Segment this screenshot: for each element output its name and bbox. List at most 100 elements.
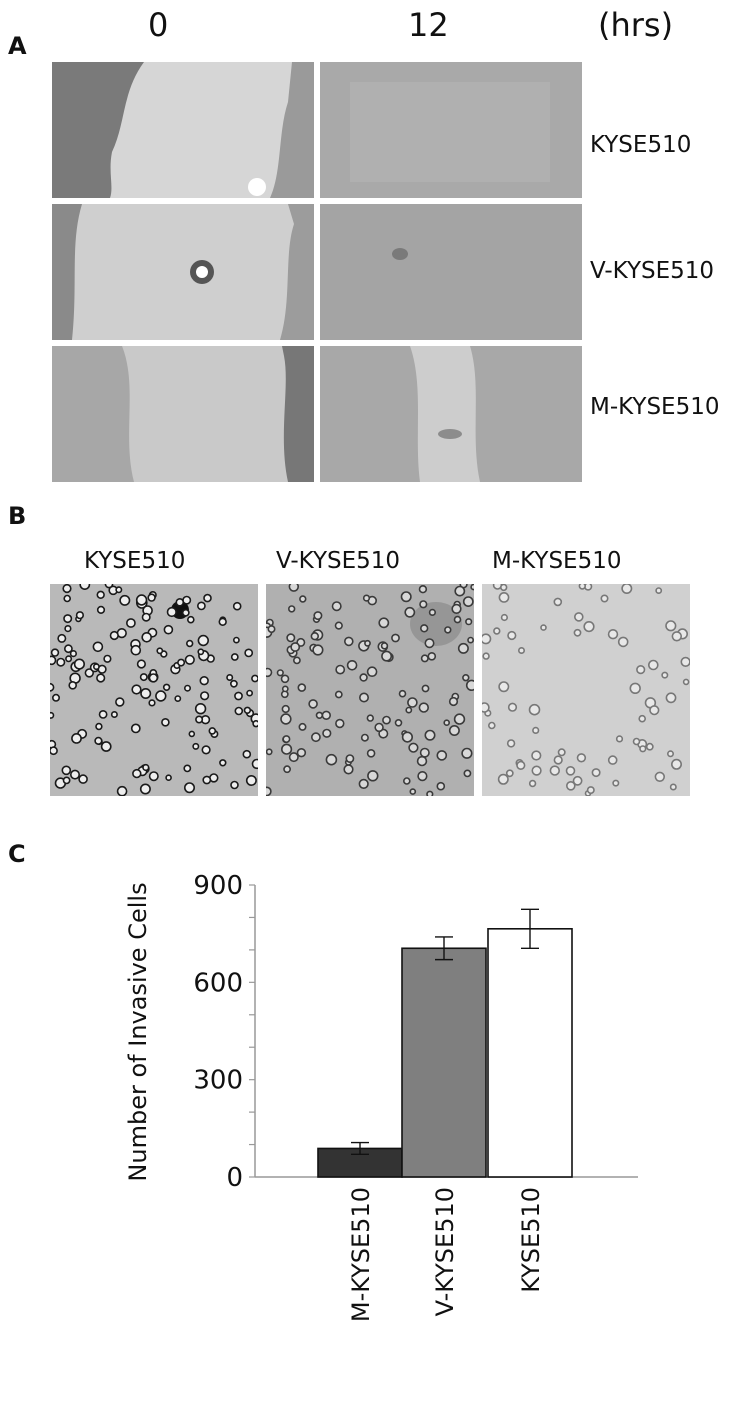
cell-dot xyxy=(680,656,690,667)
cell-dot xyxy=(500,613,509,622)
cell-dot xyxy=(126,618,136,628)
cell-dot xyxy=(420,624,429,633)
cell-dot xyxy=(230,653,239,661)
cell-dot xyxy=(461,747,473,759)
cell-dot xyxy=(428,608,436,617)
cell-dot xyxy=(197,634,210,647)
cell-dot xyxy=(104,584,114,589)
y-tick-label: 900 xyxy=(193,871,243,901)
cell-dot xyxy=(649,705,660,716)
cell-dot xyxy=(451,603,462,614)
cell-dot xyxy=(203,593,212,603)
cell-dot xyxy=(462,596,474,607)
cell-dot xyxy=(498,681,510,693)
cell-dot xyxy=(156,647,164,655)
cell-dot xyxy=(73,658,85,670)
cell-dot xyxy=(65,655,73,663)
cell-dot xyxy=(234,706,244,716)
cell-dot xyxy=(50,746,58,756)
cell-dot xyxy=(600,594,609,603)
cell-dot xyxy=(100,741,112,752)
cell-dot xyxy=(162,683,171,692)
cell-dot xyxy=(380,642,389,650)
cell-dot xyxy=(299,595,307,603)
cell-dot xyxy=(400,591,412,603)
cell-dot xyxy=(612,779,620,787)
cell-dot xyxy=(507,702,518,712)
cell-dot xyxy=(218,617,227,626)
y-tick-label: 300 xyxy=(193,1066,243,1096)
row-label-m-kyse510: M-KYSE510 xyxy=(590,394,720,420)
cell-dot xyxy=(226,674,234,682)
cell-dot xyxy=(335,718,345,729)
cell-dot xyxy=(648,659,659,671)
cell-dot xyxy=(266,667,273,678)
cell-dot xyxy=(132,768,142,779)
cell-dot xyxy=(443,719,450,726)
cell-dot xyxy=(322,728,332,738)
cell-dot xyxy=(148,673,159,683)
cell-dot xyxy=(201,745,211,755)
cell-dot xyxy=(671,631,683,642)
cell-dot xyxy=(131,684,142,695)
cell-dot xyxy=(155,690,167,702)
cell-dot xyxy=(465,618,473,626)
cell-dot xyxy=(344,636,354,647)
cell-dot xyxy=(331,601,342,612)
cell-dot xyxy=(96,673,106,683)
cell-dot xyxy=(139,783,151,795)
cell-dot xyxy=(208,727,217,735)
y-axis-title: Number of Invasive Cells xyxy=(124,882,152,1181)
cell-dot xyxy=(583,620,595,633)
cell-dot xyxy=(416,755,428,767)
cell-dot xyxy=(403,777,411,785)
cell-dot xyxy=(199,675,209,686)
cell-dot xyxy=(142,763,150,772)
cell-dot xyxy=(187,615,195,624)
column-unit-label: (hrs) xyxy=(598,6,674,44)
cell-dot xyxy=(405,706,413,714)
cell-dot xyxy=(280,674,290,684)
cell-dot xyxy=(244,648,254,658)
cell-dot xyxy=(462,673,470,682)
cell-dot xyxy=(358,778,369,789)
cell-dot xyxy=(315,711,324,720)
cell-dot xyxy=(297,683,307,692)
cell-dot xyxy=(470,584,474,591)
cell-dot xyxy=(532,726,540,734)
cell-dot xyxy=(421,684,430,693)
cell-dot xyxy=(63,594,72,603)
cell-dot xyxy=(266,748,273,756)
cell-dot xyxy=(645,742,654,751)
cell-dot xyxy=(182,595,192,605)
cell-dot xyxy=(506,739,516,748)
invasion-label-m-kyse510: M-KYSE510 xyxy=(492,548,622,574)
cell-dot xyxy=(245,775,257,787)
cell-dot xyxy=(517,646,525,654)
cell-dot xyxy=(148,699,156,707)
cell-dot xyxy=(565,766,576,776)
cell-dot xyxy=(359,692,370,703)
cell-dot xyxy=(540,624,547,631)
cell-dot xyxy=(505,769,514,778)
cell-dot xyxy=(667,750,675,758)
cell-dot xyxy=(493,627,501,635)
cell-dot xyxy=(252,720,258,728)
cell-dot xyxy=(183,764,192,773)
cell-dot xyxy=(682,678,690,686)
cell-dot xyxy=(419,600,428,609)
cell-dot xyxy=(109,630,119,641)
cell-dot xyxy=(276,669,284,677)
cell-dot xyxy=(553,755,563,765)
cell-dot xyxy=(453,713,466,725)
cell-dot xyxy=(141,612,151,622)
cell-dot xyxy=(531,750,542,761)
cell-dot xyxy=(408,742,419,753)
cell-dot xyxy=(419,747,430,758)
cell-dot xyxy=(298,722,307,731)
cell-dot xyxy=(165,774,172,781)
cell-dot xyxy=(283,765,291,774)
cell-dot xyxy=(463,769,472,778)
cell-dot xyxy=(94,736,103,745)
cell-dot xyxy=(409,788,417,795)
